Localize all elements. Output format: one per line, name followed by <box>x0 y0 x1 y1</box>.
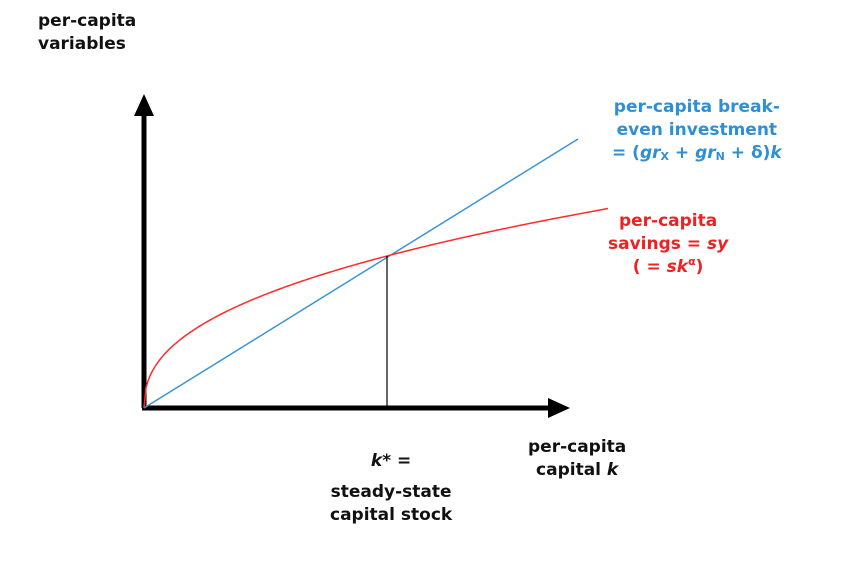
x-axis-label-line2: capital k <box>536 460 619 480</box>
y-axis-label: per-capita variables <box>38 10 136 56</box>
steady-state-label: k* = steady-state capital stock <box>330 450 452 527</box>
breakeven-investment-label: per-capita break- even investment = (grX… <box>612 96 782 165</box>
x-axis-arrowhead <box>548 398 570 418</box>
kstar-label: k* = <box>370 451 412 471</box>
y-axis-label-line2: variables <box>38 34 126 54</box>
savings-curve <box>143 207 609 409</box>
savings-label-line2: savings = sy <box>608 234 729 254</box>
x-axis-label-line1: per-capita <box>528 437 627 457</box>
steady-state-label-line2: steady-state <box>330 482 452 502</box>
breakeven-investment-line <box>143 138 579 409</box>
y-axis-label-line1: per-capita <box>38 11 137 31</box>
savings-label: per-capita savings = sy ( = skα) <box>608 210 728 279</box>
x-axis-label: per-capita capital k <box>528 436 626 482</box>
savings-label-line3: ( = skα) <box>632 255 704 277</box>
steady-state-label-line3: capital stock <box>330 505 453 525</box>
axes <box>134 94 570 418</box>
savings-label-line1: per-capita <box>618 211 718 231</box>
breakeven-label-line2: even investment <box>616 120 778 140</box>
breakeven-label-equation: = (grX + grN + δ)k <box>612 143 782 163</box>
breakeven-label-line1: per-capita break- <box>613 97 780 117</box>
y-axis-arrowhead <box>134 94 154 116</box>
